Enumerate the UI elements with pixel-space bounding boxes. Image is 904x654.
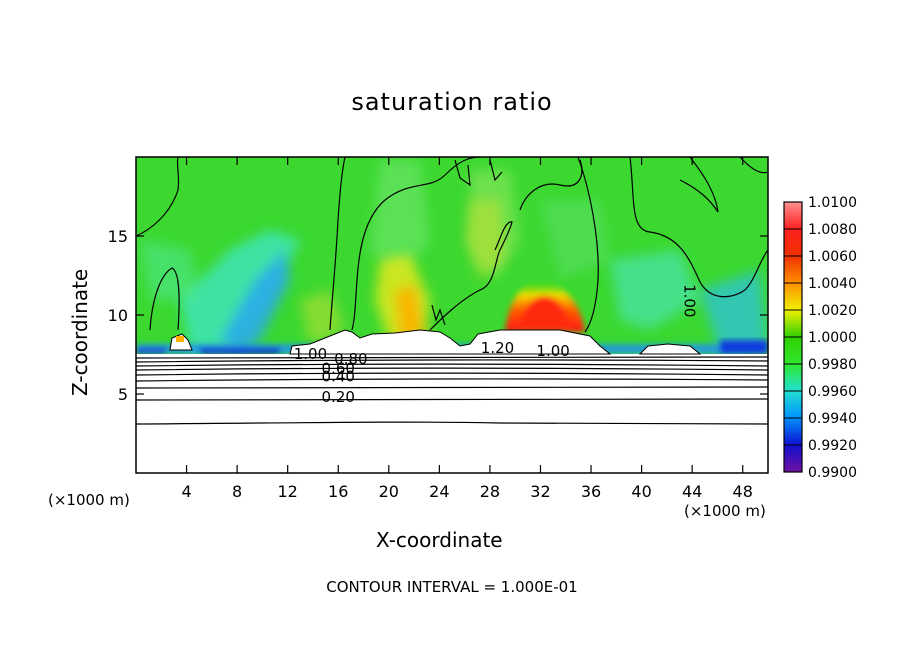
y-axis-label: Z-coordinate	[68, 268, 92, 396]
contour-label: 1.20	[481, 339, 514, 357]
x-tick-label: 8	[232, 482, 242, 501]
colorbar-label: 1.0000	[808, 330, 857, 346]
x-tick-label: 28	[480, 482, 500, 501]
y-tick-label: 5	[118, 385, 128, 404]
x-tick-label: 32	[530, 482, 550, 501]
x-tick-label: 48	[733, 482, 753, 501]
contour-label: 0.60	[322, 359, 355, 377]
colorbar-label: 1.0060	[808, 249, 857, 265]
contour-label: 1.00	[536, 342, 569, 360]
colorbar-label: 1.0100	[808, 195, 857, 211]
colorbar-label: 0.9920	[808, 438, 857, 454]
x-tick-label: 40	[631, 482, 651, 501]
contour-labels: 1.00 1.20 1.00 1.00 0.800.600.40 0.20	[294, 284, 699, 406]
x-tick-label: 36	[581, 482, 601, 501]
x-unit-label-right: (×1000 m)	[684, 502, 766, 520]
contour-label: 1.00	[681, 284, 699, 317]
colorbar-label: 1.0040	[808, 276, 857, 292]
x-tick-label: 44	[682, 482, 702, 501]
colorbar-label: 1.0080	[808, 222, 857, 238]
x-ticks: 4 8 12 16 20 24 28 32 36 40 44 48	[181, 157, 753, 501]
colorbar-label: 1.0020	[808, 303, 857, 319]
x-tick-label: 4	[181, 482, 191, 501]
chart-title: saturation ratio	[351, 88, 553, 116]
contour-label: 0.80	[334, 350, 367, 368]
y-ticks: 5 10 15	[108, 227, 768, 404]
colorbar-label: 0.9900	[808, 465, 857, 481]
contour-label: 1.00	[294, 345, 327, 363]
contour-label: 0.40	[322, 367, 355, 385]
x-tick-label: 20	[379, 482, 399, 501]
x-axis-label: X-coordinate	[376, 528, 503, 552]
x-tick-label: 12	[278, 482, 298, 501]
colorbar: 1.0100 1.0080 1.0060 1.0040 1.0020 1.0000 0.99…	[783, 195, 857, 481]
x-unit-label-left: (×1000 m)	[48, 491, 130, 509]
y-tick-label: 15	[108, 227, 128, 246]
plot-field	[136, 157, 768, 473]
contour-interval-note: CONTOUR INTERVAL = 1.000E-01	[326, 578, 578, 596]
x-tick-label: 24	[429, 482, 449, 501]
colorbar-label: 0.9960	[808, 384, 857, 400]
y-tick-label: 10	[108, 306, 128, 325]
colorbar-label: 0.9980	[808, 357, 857, 373]
x-tick-label: 16	[328, 482, 348, 501]
colorbar-label: 0.9940	[808, 411, 857, 427]
contour-label: 0.20	[322, 388, 355, 406]
